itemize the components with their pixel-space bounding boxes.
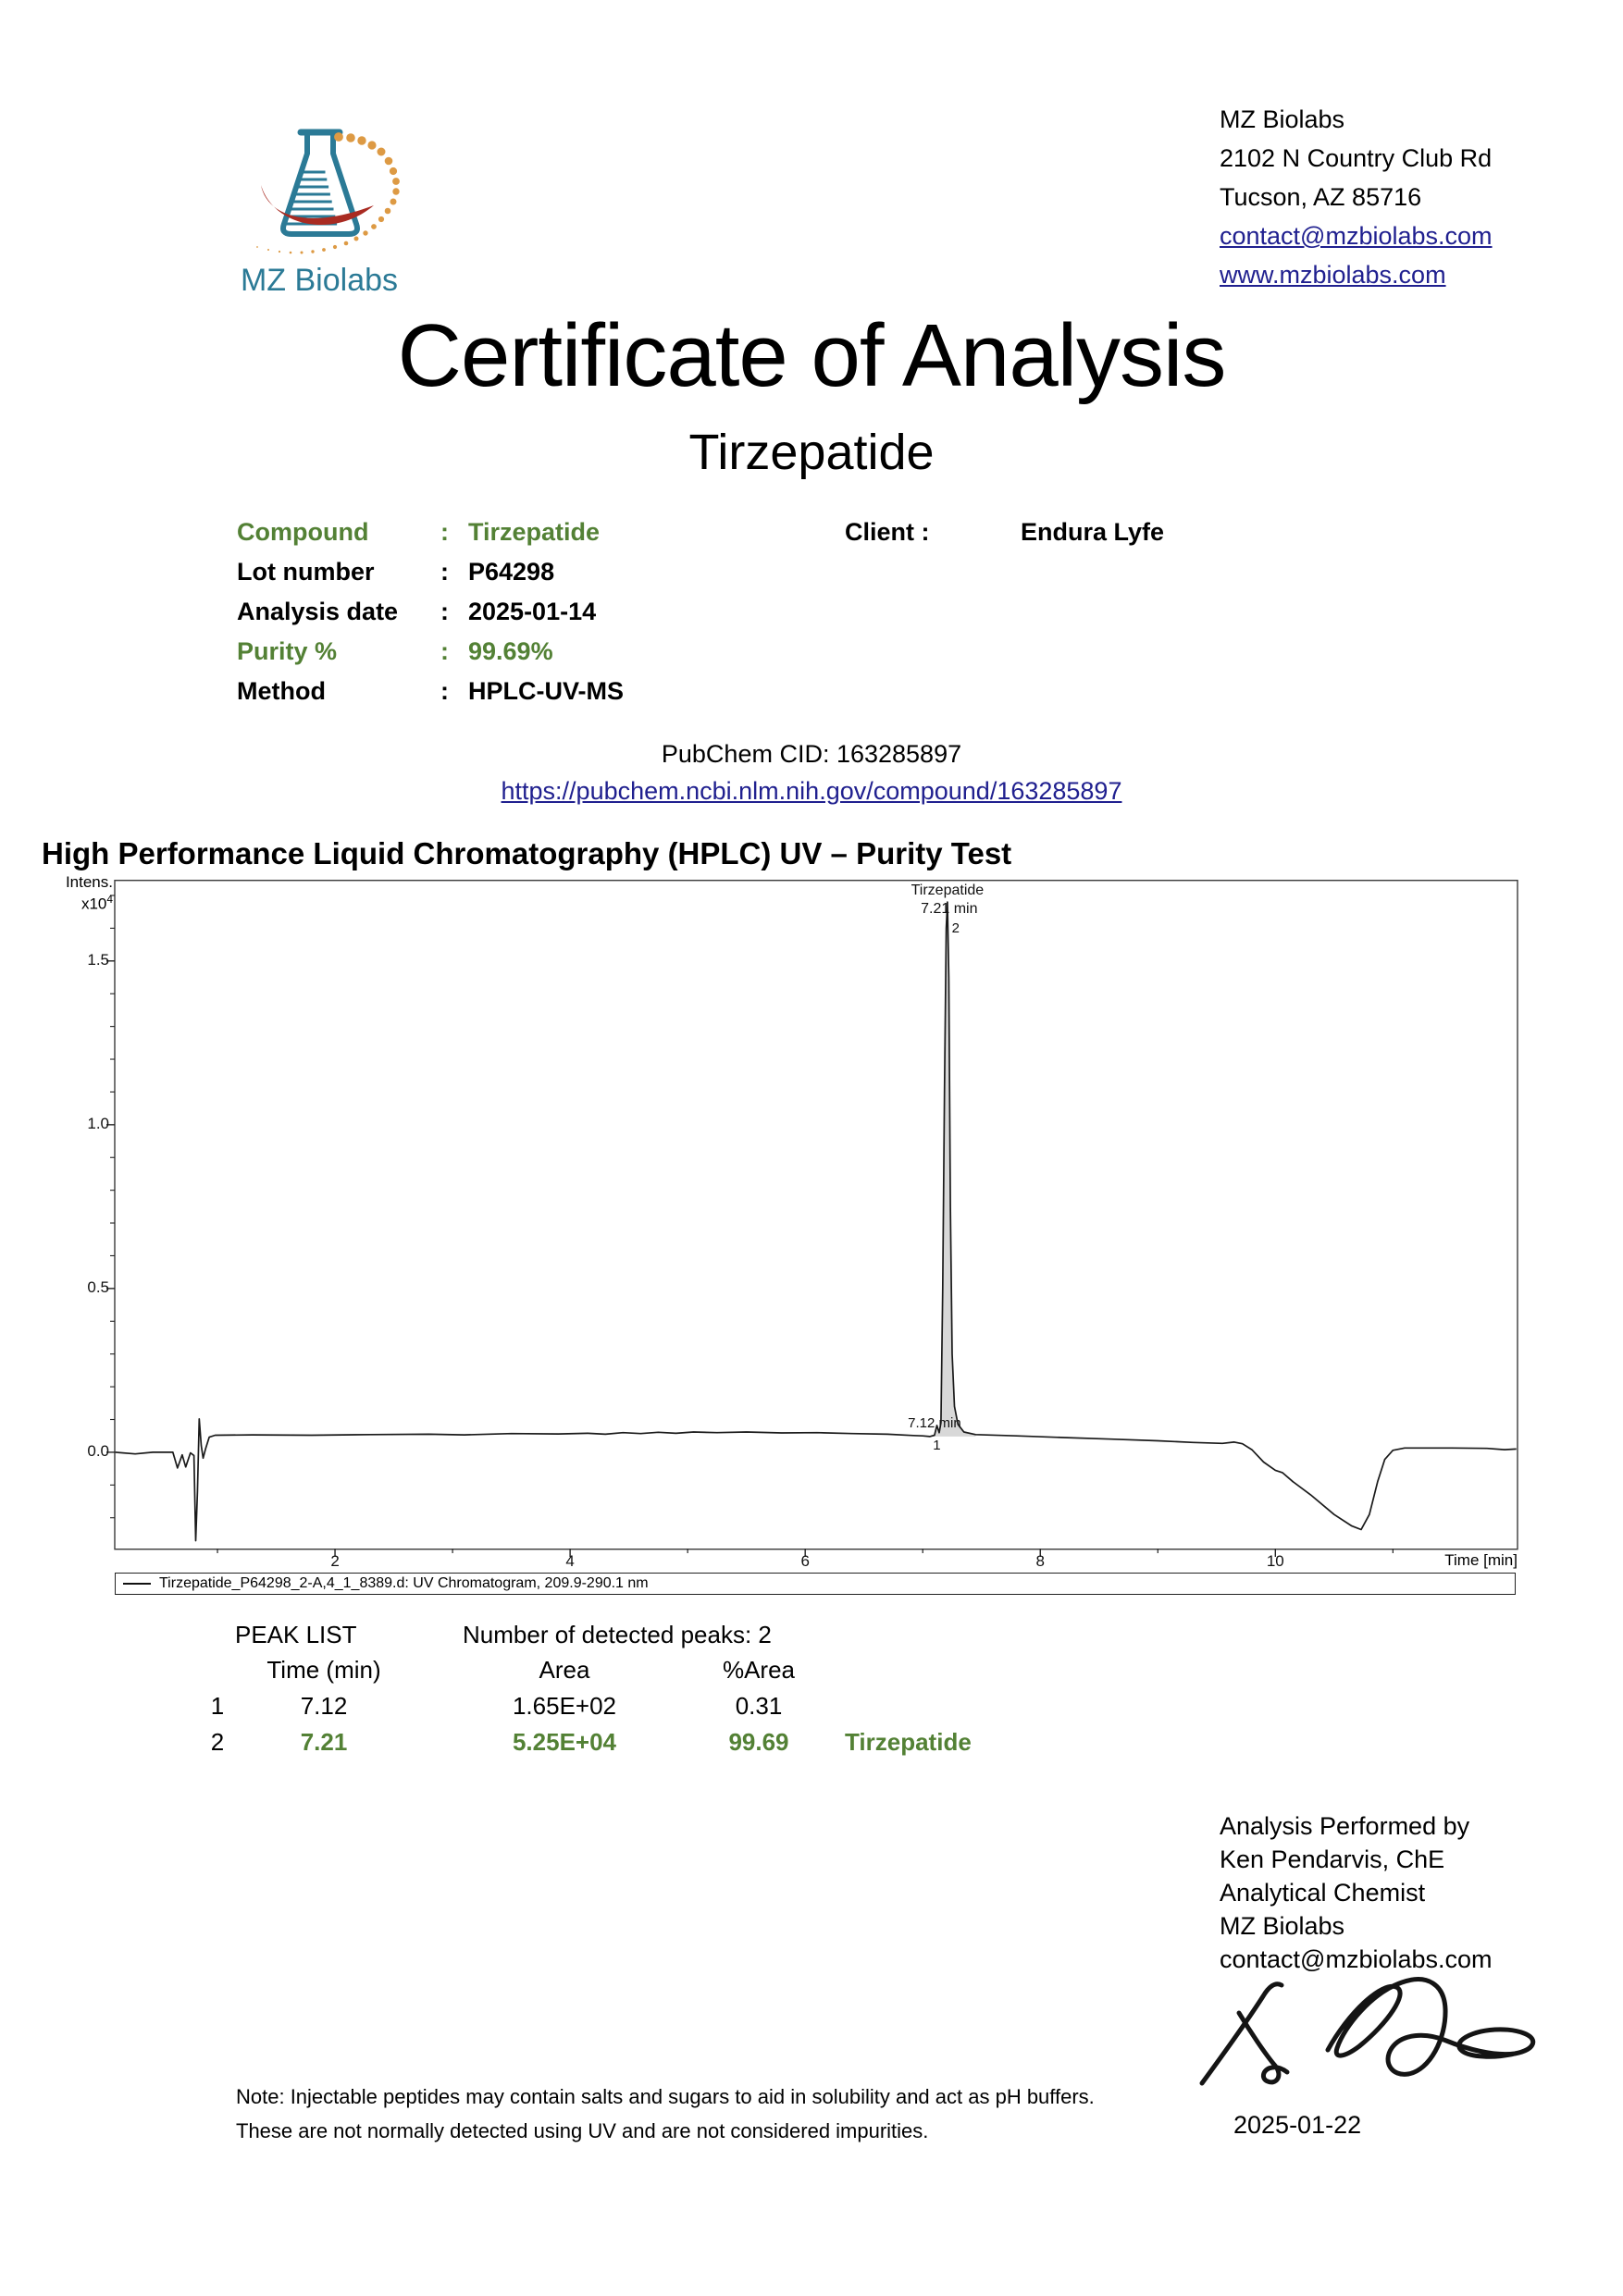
y-tick-label: 0.5: [87, 1278, 109, 1296]
analyst-line-3: Analytical Chemist: [1220, 1879, 1426, 1907]
peak-header-time: Time (min): [266, 1656, 381, 1684]
hplc-section-heading: High Performance Liquid Chromatography (…: [42, 836, 1012, 870]
analyst-line-5: contact@mzbiolabs.com: [1220, 1945, 1493, 1973]
footnote-line-1: Note: Injectable peptides may contain sa…: [236, 2085, 1095, 2108]
peak-list-title: PEAK LIST: [235, 1621, 357, 1648]
analyst-line-1: Analysis Performed by: [1220, 1812, 1470, 1840]
info-row-method: Method : HPLC-UV-MS: [237, 677, 624, 705]
peak-row1-pctarea: 0.31: [735, 1692, 783, 1720]
purity-value: 99.69%: [468, 637, 553, 665]
peak-row2-pctarea: 99.69: [728, 1728, 789, 1756]
peak-header-area: Area: [539, 1656, 590, 1684]
info-row-lot: Lot number : P64298: [237, 558, 555, 586]
chart-legend: Tirzepatide_P64298_2-A,4_1_8389.d: UV Ch…: [115, 1573, 1516, 1595]
peak-annotation: 2: [952, 920, 960, 936]
analyst-signature: [1199, 1977, 1536, 2086]
info-row-compound: Compound : Tirzepatide: [237, 518, 601, 546]
x-tick-label: 6: [800, 1552, 810, 1570]
peak-header-idx: [199, 1656, 236, 1685]
peak-header-name: [800, 1656, 1041, 1685]
y-tick-label: 0.0: [87, 1441, 109, 1460]
legend-line-sample: [123, 1583, 151, 1585]
peak-row2-time: 7.21: [300, 1728, 348, 1756]
hplc-chromatogram-chart: Tirzepatide 7.21 min 2 7.12 min 1: [106, 880, 1518, 1557]
peak-annotation: 7.12 min: [908, 1415, 961, 1431]
peak-row2-idx: 2: [210, 1728, 225, 1756]
info-row-date: Analysis date : 2025-01-14: [237, 598, 597, 625]
peak-row1-time: 7.12: [300, 1692, 348, 1720]
peak-row2-name: Tirzepatide: [845, 1728, 972, 1756]
y-tick-label: 1.5: [87, 950, 109, 969]
lot-number-value: P64298: [468, 558, 555, 586]
client-label: Client :: [845, 518, 930, 546]
document-subtitle: Tirzepatide: [688, 425, 935, 480]
company-city: Tucson, AZ 85716: [1220, 183, 1422, 211]
document-title: Certificate of Analysis: [397, 306, 1227, 405]
y-axis-label: Intens. x104: [65, 873, 113, 913]
peak-table: Time (min) Area %Area 1 7.12 1.65E+02 0.…: [199, 1656, 1041, 1757]
compound-value: Tirzepatide: [468, 518, 601, 546]
mz-biolabs-logo: [256, 129, 400, 254]
peak-row1-name: [800, 1692, 1041, 1721]
x-tick-label: 8: [1035, 1552, 1045, 1570]
plot-frame: [114, 880, 1518, 1550]
info-row-purity: Purity % : 99.69%: [237, 637, 553, 665]
footnote: Note: Injectable peptides may contain sa…: [236, 2080, 1095, 2148]
x-tick-label: 2: [330, 1552, 340, 1570]
peak-row1-idx: 1: [210, 1692, 225, 1720]
x-tick-label: 10: [1266, 1552, 1284, 1570]
peak-annotation: 7.21 min: [921, 901, 977, 917]
company-street: 2102 N Country Club Rd: [1220, 144, 1493, 172]
analyst-line-4: MZ Biolabs: [1220, 1912, 1345, 1940]
footnote-line-2: These are not normally detected using UV…: [236, 2119, 929, 2142]
company-name: MZ Biolabs: [1220, 105, 1345, 133]
peak-annotation: 1: [933, 1438, 940, 1453]
signature-date: 2025-01-22: [1233, 2111, 1362, 2139]
x-tick-label: 4: [565, 1552, 575, 1570]
analyst-line-2: Ken Pendarvis, ChE: [1220, 1845, 1445, 1873]
y-tick-label: 1.0: [87, 1114, 109, 1132]
analysis-date-value: 2025-01-14: [468, 598, 597, 625]
chromatogram-trace: [115, 901, 1517, 1542]
method-value: HPLC-UV-MS: [468, 677, 624, 705]
flask-icon: [280, 129, 360, 237]
logo-dot-orbit: [256, 132, 400, 254]
logo-wordmark: MZ Biolabs: [240, 263, 399, 298]
analyst-block: Analysis Performed by Ken Pendarvis, ChE…: [1220, 1809, 1493, 1976]
pubchem-link[interactable]: https://pubchem.ncbi.nlm.nih.gov/compoun…: [501, 777, 1122, 805]
peak-header-pctarea: %Area: [722, 1656, 796, 1684]
x-axis-label: Time [min]: [1444, 1551, 1518, 1569]
compound-info-table: Compound : Tirzepatide Lot number : P642…: [237, 518, 624, 717]
pubchem-cid: PubChem CID: 163285897: [661, 740, 962, 768]
peak-count: Number of detected peaks: 2: [463, 1621, 772, 1648]
peak-row2-area: 5.25E+04: [512, 1728, 617, 1756]
logo-swoosh: [261, 185, 374, 226]
contact-email-link[interactable]: contact@mzbiolabs.com: [1220, 222, 1493, 250]
pubchem-link-row: https://pubchem.ncbi.nlm.nih.gov/compoun…: [0, 777, 1623, 806]
client-value: Endura Lyfe: [1021, 518, 1165, 546]
peak-row1-area: 1.65E+02: [512, 1692, 617, 1720]
website-link[interactable]: www.mzbiolabs.com: [1220, 261, 1446, 289]
peak-annotation: Tirzepatide: [911, 883, 985, 898]
legend-text: Tirzepatide_P64298_2-A,4_1_8389.d: UV Ch…: [159, 1575, 649, 1591]
letterhead: MZ Biolabs 2102 N Country Club Rd Tucson…: [1220, 100, 1493, 294]
